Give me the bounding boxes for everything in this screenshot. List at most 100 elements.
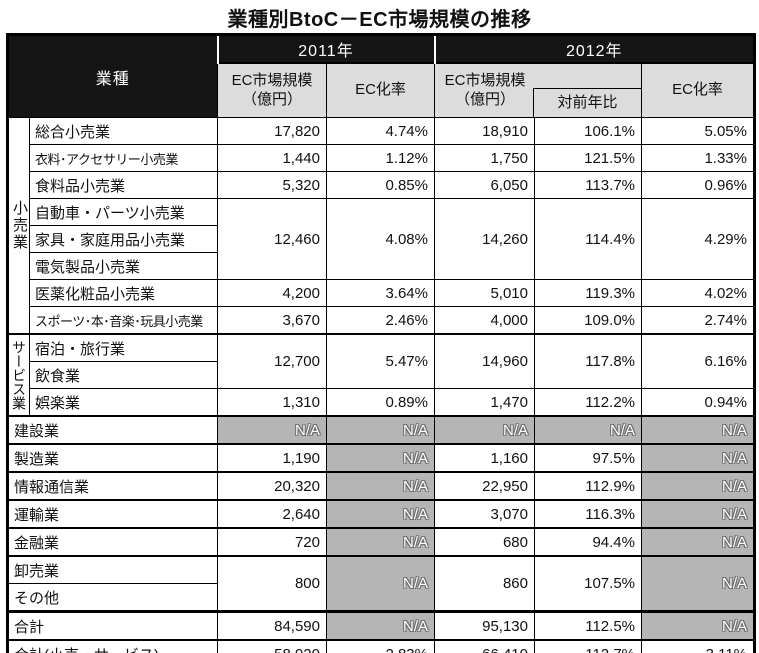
ec-size-2011-value: 1,440 (217, 144, 327, 172)
yoy-value: 94.4% (534, 527, 642, 557)
table-subheader-row: EC市場規模 （億円） EC化率 EC市場規模 （億円） 対前年比 EC化率 (8, 62, 755, 118)
yoy-value: 112.9% (534, 471, 642, 501)
ec-market-table: 業種 2011年 2012年 EC市場規模 （億円） EC化率 EC市場規模 （… (6, 33, 756, 653)
na-cell: N/A (641, 443, 755, 473)
na-cell: N/A (326, 527, 435, 557)
header-ec-size-2011-line1: EC市場規模 (231, 71, 313, 89)
yoy-value: 97.5% (534, 443, 642, 473)
industry-label: 建設業 (7, 415, 218, 445)
table-row: 製造業 1,190 N/A 1,160 97.5% N/A (7, 443, 755, 473)
ec-rate-2011-value: 0.85% (326, 171, 435, 199)
ec-rate-2012-value: 4.02% (641, 279, 755, 307)
na-cell: N/A (326, 415, 435, 445)
ec-size-2012-value: 14,960 (434, 333, 535, 389)
table-row: サービス業 宿泊・旅行業 12,700 5.47% 14,960 117.8% … (7, 333, 755, 417)
ec-size-2012-value: 1,470 (434, 388, 535, 417)
ec-size-2011-value: 1,310 (217, 388, 327, 417)
ec-rate-2011-value: 5.47% (326, 333, 435, 389)
header-year-2012: 2012年 (433, 34, 755, 64)
header-ec-size-2012-line2: （億円） (454, 90, 515, 108)
header-ec-size-2012-line1: EC市場規模 (444, 71, 526, 89)
table-row: 合計(小売・サービス) 58,920 2.83% 66,410 112.7% 3… (7, 639, 755, 653)
table-row: その他 (7, 583, 755, 612)
na-cell: N/A (641, 471, 755, 501)
industry-label: その他 (7, 583, 218, 612)
header-ec-size-2011: EC市場規模 （億円） (217, 62, 327, 118)
ec-size-2011-value: 3,670 (217, 306, 327, 335)
table-row: 卸売業 800 N/A 860 107.5% N/A (7, 555, 755, 612)
table-row: 小売業 総合小売業 17,820 4.74% 18,910 106.1% 5.0… (7, 117, 755, 335)
na-cell: N/A (217, 415, 327, 445)
header-ec-size-2011-line2: （億円） (241, 90, 302, 108)
yoy-value: 119.3% (534, 279, 642, 307)
industry-label: 自動車・パーツ小売業 (29, 198, 218, 226)
ec-size-2011-value: 4,200 (217, 279, 327, 307)
ec-size-2011-value: 800 (217, 555, 327, 612)
ec-size-2011-value: 12,460 (217, 198, 327, 280)
na-cell: N/A (641, 527, 755, 557)
table-header-row: 業種 2011年 2012年 (7, 34, 755, 118)
na-cell: N/A (534, 415, 642, 445)
na-cell: N/A (326, 443, 435, 473)
table-row: 飲食業 (8, 361, 755, 389)
table-row: 食料品小売業 5,320 0.85% 6,050 113.7% 0.96% (8, 171, 755, 199)
ec-rate-2011-value: 0.89% (326, 388, 435, 417)
na-cell: N/A (326, 499, 435, 529)
header-industry: 業種 (7, 34, 218, 118)
industry-label: 家具・家庭用品小売業 (29, 225, 218, 253)
ec-rate-2011-value: 2.46% (326, 306, 435, 335)
header-ec-size-2012-label: EC市場規模 （億円） (436, 65, 536, 117)
ec-rate-2012-value: 0.96% (641, 171, 755, 199)
industry-label: 医薬化粧品小売業 (29, 279, 218, 307)
table-row: 建設業 N/A N/A N/A N/A N/A (7, 415, 755, 445)
group-label-retail-cell: 小売業 (7, 117, 30, 335)
industry-label: 電気製品小売業 (29, 252, 218, 280)
industry-label: 総合小売業 (29, 117, 218, 145)
ec-size-2011-value: 2,640 (217, 499, 327, 529)
industry-label: 宿泊・旅行業 (29, 333, 218, 362)
ec-size-2011-value: 12,700 (217, 333, 327, 389)
yoy-value: 114.4% (534, 198, 642, 280)
table-row: 情報通信業 20,320 N/A 22,950 112.9% N/A (7, 471, 755, 501)
table-row: 家具・家庭用品小売業 (8, 225, 755, 253)
table-row: 電気製品小売業 (8, 252, 755, 280)
yoy-value: 112.7% (534, 639, 642, 653)
ec-rate-2011-value: 3.64% (326, 279, 435, 307)
yoy-value: 112.5% (534, 610, 642, 641)
ec-rate-2011-value: 1.12% (326, 144, 435, 172)
industry-label: 運輸業 (7, 499, 218, 529)
industry-label: 製造業 (7, 443, 218, 473)
yoy-value: 109.0% (534, 306, 642, 335)
ec-size-2012-value: 66,410 (434, 639, 535, 653)
ec-rate-2012-value: 4.29% (641, 198, 755, 280)
industry-label: 合計 (7, 610, 218, 641)
ec-size-2012-value: 1,750 (434, 144, 535, 172)
ec-size-2012-value: 5,010 (434, 279, 535, 307)
ec-rate-2011-value: 2.83% (326, 639, 435, 653)
header-yoy-2012: 対前年比 (533, 88, 641, 117)
na-cell: N/A (326, 555, 435, 612)
na-cell: N/A (641, 555, 755, 612)
table-row: 金融業 720 N/A 680 94.4% N/A (7, 527, 755, 557)
table-row: 衣料･アクセサリー小売業 1,440 1.12% 1,750 121.5% 1.… (8, 144, 755, 172)
header-year-2011: 2011年 (216, 34, 435, 64)
industry-label: 娯楽業 (29, 388, 218, 417)
na-cell: N/A (326, 471, 435, 501)
yoy-value: 107.5% (534, 555, 642, 612)
table-row: 医薬化粧品小売業 4,200 3.64% 5,010 119.3% 4.02% (8, 279, 755, 307)
yoy-value: 117.8% (534, 333, 642, 389)
ec-size-2011-value: 17,820 (217, 117, 327, 145)
na-cell: N/A (641, 415, 755, 445)
header-ec-size-2012: EC市場規模 （億円） 対前年比 (434, 62, 642, 118)
group-label-service-cell: サービス業 (7, 333, 30, 417)
ec-rate-2012-value: 6.16% (641, 333, 755, 389)
industry-label: スポーツ･本･音楽･玩具小売業 (29, 306, 218, 335)
yoy-value: 112.2% (534, 388, 642, 417)
yoy-value: 106.1% (534, 117, 642, 145)
ec-rate-2012-value: 5.05% (641, 117, 755, 145)
table-row: 運輸業 2,640 N/A 3,070 116.3% N/A (7, 499, 755, 529)
na-cell: N/A (641, 499, 755, 529)
ec-size-2011-value: 58,920 (217, 639, 327, 653)
yoy-value: 121.5% (534, 144, 642, 172)
ec-size-2012-value: 18,910 (434, 117, 535, 145)
